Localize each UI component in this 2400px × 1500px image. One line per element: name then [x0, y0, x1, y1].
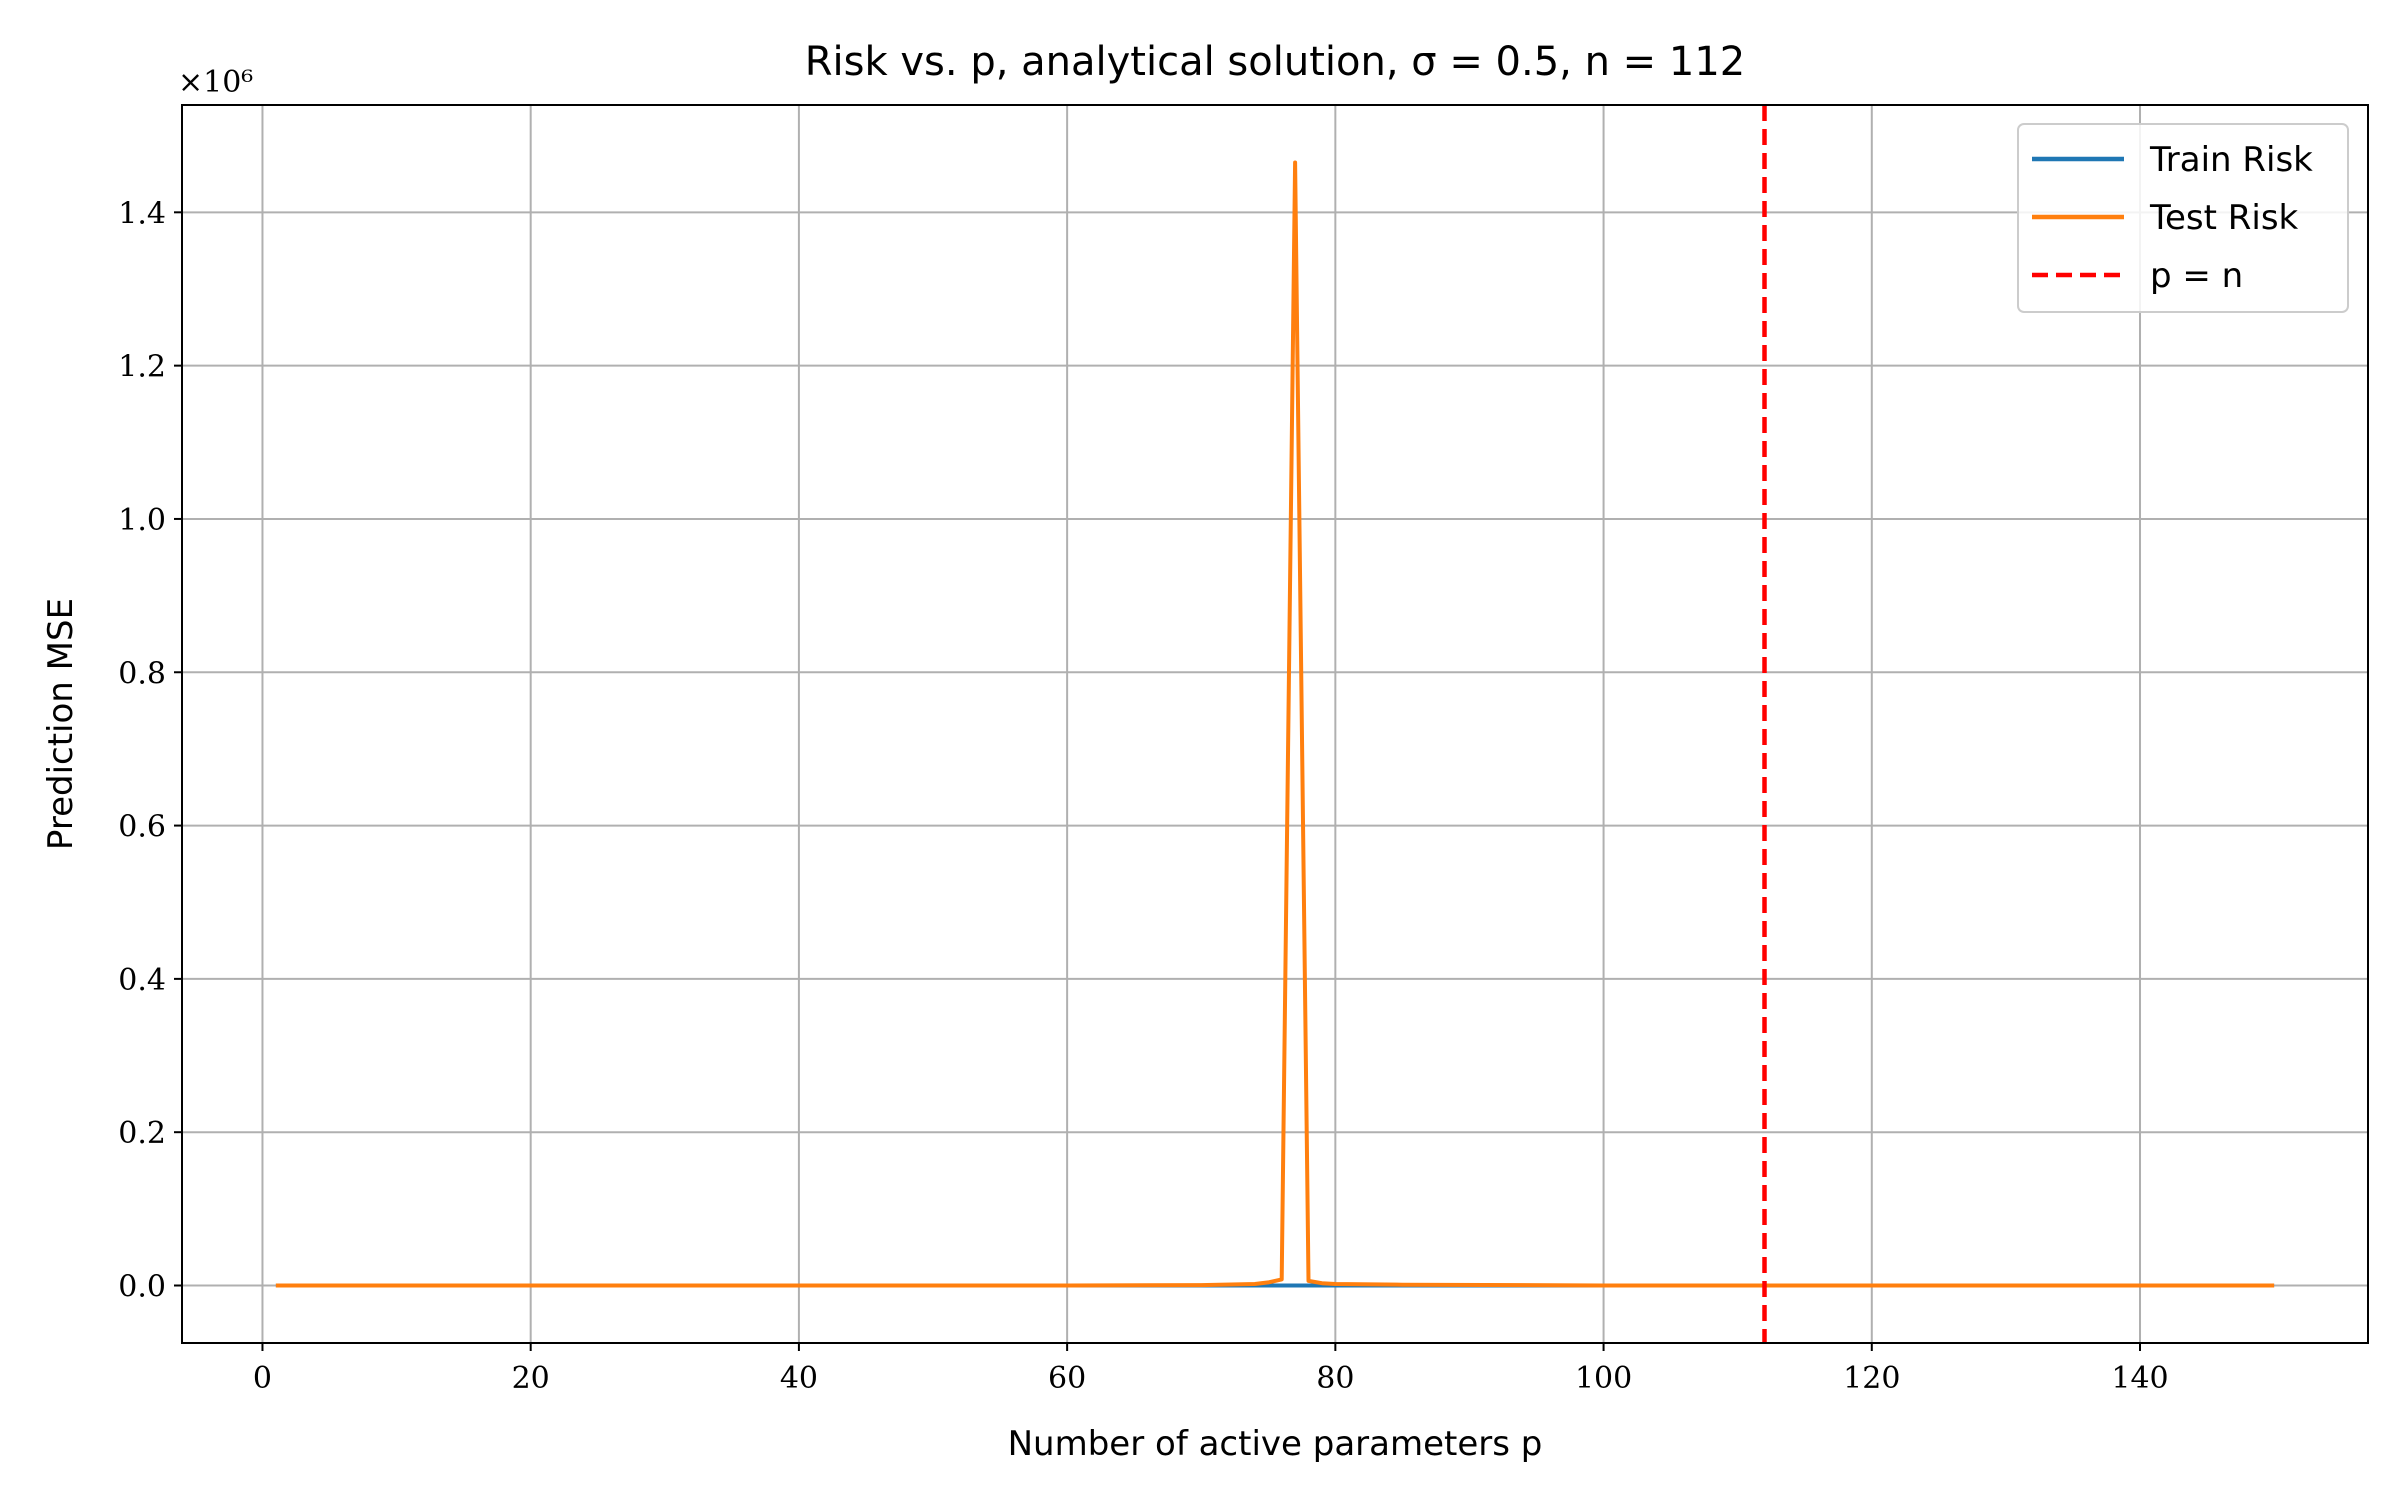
x-tick-label: 140: [2111, 1361, 2168, 1396]
x-tick-label: 0: [253, 1361, 272, 1396]
x-tick-label: 60: [1048, 1361, 1086, 1396]
x-tick-label: 80: [1316, 1361, 1354, 1396]
x-tick-label: 120: [1843, 1361, 1900, 1396]
legend: Train Risk Test Risk p = n: [2017, 123, 2349, 313]
x-tick-label: 20: [512, 1361, 550, 1396]
y-tick-label: 1.4: [118, 196, 166, 231]
legend-label: Test Risk: [2149, 198, 2299, 238]
y-tick-label: 1.0: [118, 503, 166, 538]
y-tick-label: 0.4: [118, 963, 166, 998]
y-tick-label: 0.8: [118, 656, 166, 691]
y-tick-label: 1.2: [118, 350, 166, 385]
series-line-test-risk: [275, 160, 2275, 1288]
grid-lines: [182, 105, 2368, 1343]
y-tick-label: 0.2: [118, 1116, 166, 1151]
plot-frame: [181, 104, 2369, 1344]
y-tick-label: 0.6: [118, 810, 166, 845]
x-axis-label: Number of active parameters p: [1008, 1424, 1543, 1464]
y-axis-label: Prediction MSE: [41, 598, 81, 850]
legend-box: [2017, 123, 2349, 313]
y-axis-ticks: 0.0 0.2 0.4 0.6 0.8 1.0 1.2 1.4: [118, 196, 182, 1305]
series-layer: [275, 105, 2275, 1343]
x-tick-label: 40: [780, 1361, 818, 1396]
legend-label: p = n: [2150, 256, 2243, 296]
y-tick-label: 0.0: [118, 1270, 166, 1305]
x-axis-ticks: 0 20 40 60 80 100 120 140: [253, 1343, 2169, 1396]
y-axis-scale-label: ×10⁶: [178, 65, 253, 100]
x-tick-label: 100: [1575, 1361, 1632, 1396]
legend-label: Train Risk: [2149, 140, 2313, 180]
chart-title: Risk vs. p, analytical solution, σ = 0.5…: [805, 39, 1746, 85]
